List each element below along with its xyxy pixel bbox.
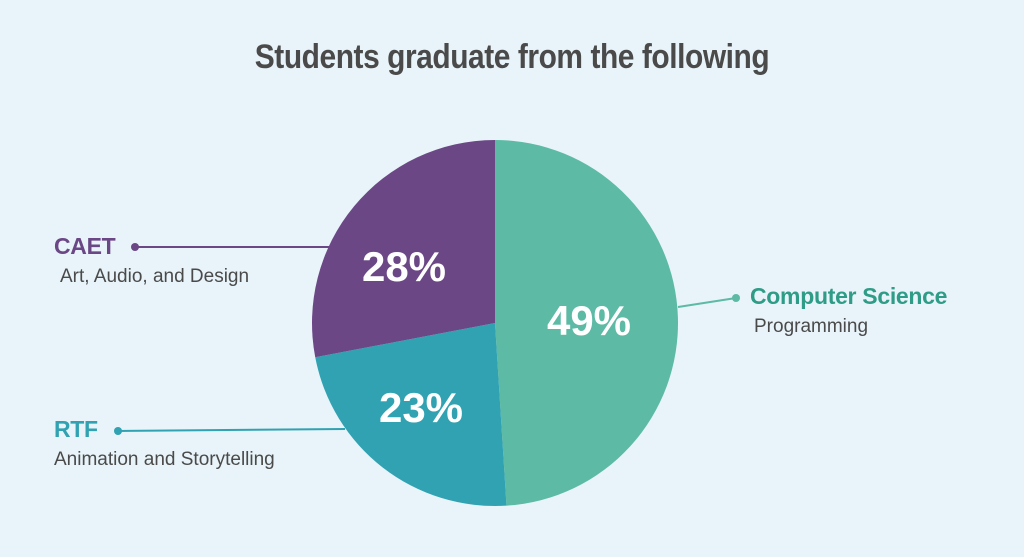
chart-title: Students graduate from the following xyxy=(254,38,770,76)
pie-slices xyxy=(312,140,678,506)
slice-name: RTF xyxy=(54,416,98,442)
slice-subtitle: Art, Audio, and Design xyxy=(60,266,250,287)
pie-slice-caet xyxy=(312,140,495,358)
slice-name: CAET xyxy=(54,233,116,259)
percent-labels: 49% 23% 28% xyxy=(362,243,631,431)
pie-slice-computer-science xyxy=(495,140,678,506)
percent-label: 28% xyxy=(362,243,446,290)
leader-lines xyxy=(114,243,740,435)
slice-subtitle: Animation and Storytelling xyxy=(54,449,275,470)
label-rtf: RTF Animation and Storytelling xyxy=(54,416,275,471)
label-computer-science: Computer Science Programming xyxy=(750,283,947,338)
percent-label: 23% xyxy=(379,384,463,431)
slice-name: Computer Science xyxy=(750,283,948,309)
label-caet: CAET Art, Audio, and Design xyxy=(54,233,249,288)
pie-slice-rtf xyxy=(315,323,507,506)
slice-subtitle: Programming xyxy=(754,316,869,337)
percent-label: 49% xyxy=(547,297,631,344)
